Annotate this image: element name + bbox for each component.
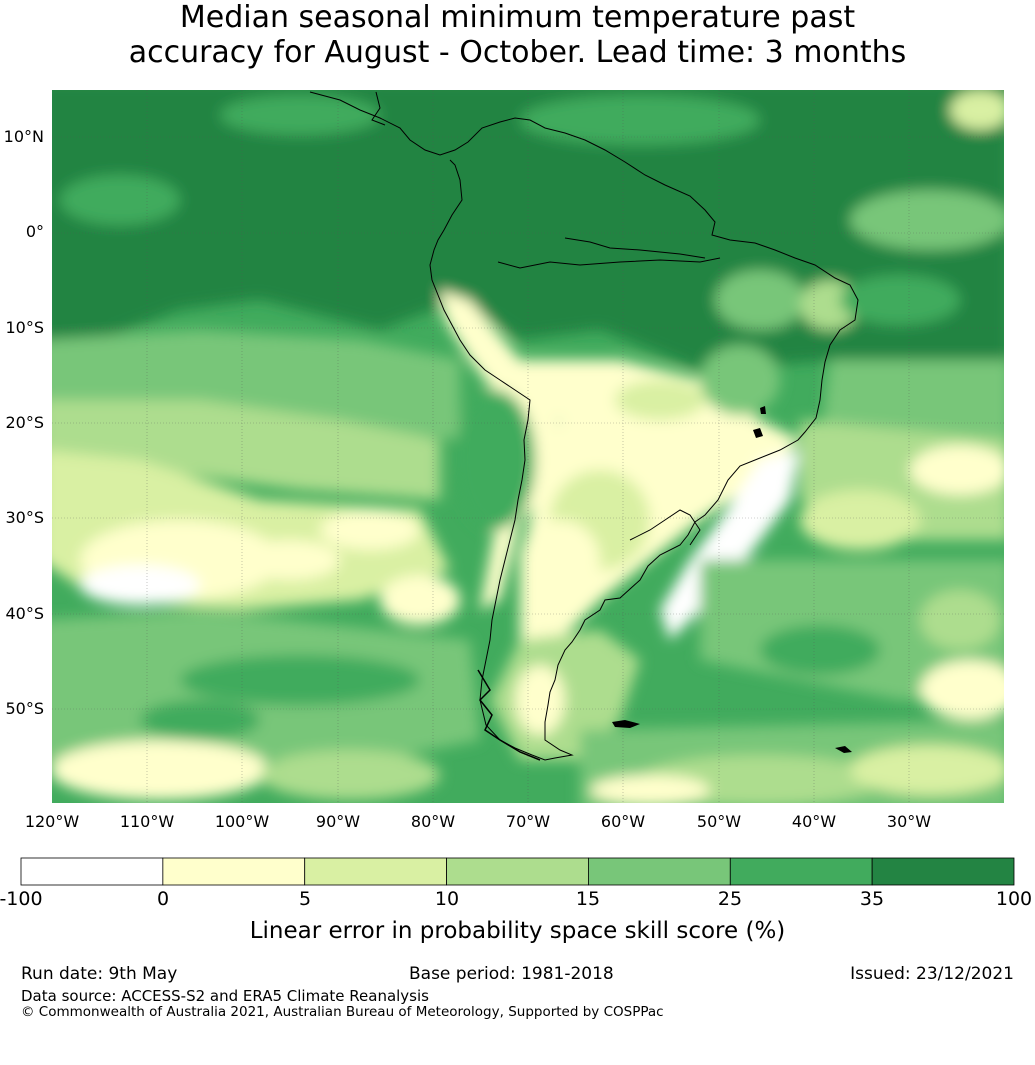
lat-label-10s: 10°S xyxy=(5,318,44,337)
lon-label-60w: 60°W xyxy=(600,812,646,831)
data-source: Data source: ACCESS-S2 and ERA5 Climate … xyxy=(21,987,429,1005)
lat-label-0: 0° xyxy=(25,222,44,241)
lon-label-100w: 100°W xyxy=(214,812,270,831)
colorbar-tick-label: 5 xyxy=(298,888,312,910)
lat-label-10n: 10°N xyxy=(3,127,44,146)
lon-label-80w: 80°W xyxy=(410,812,456,831)
colorbar-tick-label: 25 xyxy=(717,888,743,910)
colorbar-tick-label: 35 xyxy=(859,888,885,910)
lat-label-50s: 50°S xyxy=(5,699,44,718)
lon-label-110w: 110°W xyxy=(119,812,175,831)
colorbar-tick-label: 15 xyxy=(575,888,601,910)
colorbar xyxy=(20,857,1015,886)
lon-label-70w: 70°W xyxy=(505,812,551,831)
run-date: Run date: 9th May xyxy=(21,964,178,984)
lat-label-30s: 30°S xyxy=(5,508,44,527)
colorbar-segment xyxy=(729,857,873,886)
lon-label-50w: 50°W xyxy=(696,812,742,831)
copyright: © Commonwealth of Australia 2021, Austra… xyxy=(21,1004,664,1020)
coastline xyxy=(309,91,859,761)
lon-label-90w: 90°W xyxy=(315,812,361,831)
lat-label-20s: 20°S xyxy=(5,413,44,432)
map-title-line-2: accuracy for August - October. Lead time… xyxy=(128,35,907,70)
lat-label-40s: 40°S xyxy=(5,604,44,623)
colorbar-tick-label: 10 xyxy=(434,888,460,910)
colorbar-tick-label: 100 xyxy=(995,888,1033,910)
lon-label-120w: 120°W xyxy=(24,812,80,831)
colorbar-segment xyxy=(20,857,164,886)
colorbar-segment xyxy=(162,857,306,886)
base-period: Base period: 1981-2018 xyxy=(409,964,614,984)
colorbar-segment xyxy=(446,857,589,886)
colorbar-segment xyxy=(304,857,447,886)
colorbar-tick-label: -100 xyxy=(0,888,43,910)
lon-label-40w: 40°W xyxy=(791,812,837,831)
colorbar-segment xyxy=(871,857,1015,886)
colorbar-tick-label: 0 xyxy=(156,888,170,910)
colorbar-label: Linear error in probability space skill … xyxy=(249,918,786,944)
colorbar-segment xyxy=(588,857,731,886)
lon-label-30w: 30°W xyxy=(886,812,932,831)
skill-score-field xyxy=(52,90,1004,803)
map-title-line-1: Median seasonal minimum temperature past xyxy=(179,0,856,35)
issued-date: Issued: 23/12/2021 xyxy=(850,964,1014,984)
